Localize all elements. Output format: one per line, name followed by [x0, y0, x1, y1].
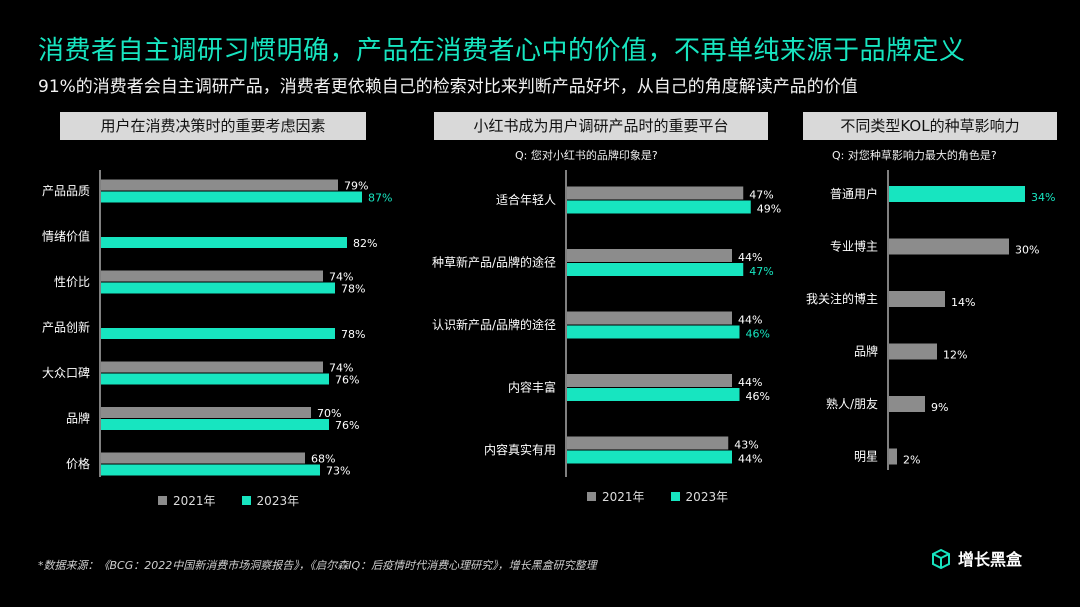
legend-swatch-2023	[241, 496, 251, 505]
chart1-bar	[101, 270, 323, 282]
chart1-category-label: 品牌	[66, 412, 90, 426]
chart2-value-label: 49%	[757, 203, 781, 216]
chart2-bar	[567, 450, 732, 464]
chart2-category-label: 内容真实有用	[484, 442, 556, 457]
legend-label-2021: 2021年	[602, 490, 645, 504]
chart1-bar	[101, 407, 311, 418]
chart2-bar	[567, 200, 751, 214]
legend-label-2023: 2023年	[685, 490, 729, 504]
chart1-bar	[101, 237, 347, 248]
panel-3-question: Q: 对您种草影响力最大的角色是?	[832, 149, 997, 162]
chart3-bar	[889, 238, 1009, 255]
chart2-value-label: 46%	[746, 328, 770, 341]
chart1-value-label: 74%	[329, 271, 353, 284]
chart1-value-label: 82%	[353, 237, 377, 250]
chart1-value-label: 87%	[368, 192, 392, 205]
chart2-value-label: 44%	[738, 314, 762, 327]
chart3-value-label: 30%	[1015, 244, 1039, 257]
chart1-category-label: 产品品质	[42, 184, 90, 198]
chart1-bar	[101, 361, 323, 373]
chart3-value-label: 9%	[931, 401, 948, 414]
chart2-bar	[567, 388, 740, 401]
chart1-bar	[101, 373, 329, 385]
chart2-category-label: 种草新产品/品牌的途径	[432, 255, 556, 270]
chart2-category-label: 认识新产品/品牌的途径	[432, 317, 556, 332]
chart1-legend: 2021年 2023年	[158, 492, 299, 509]
chart2-bar	[567, 249, 732, 262]
legend-swatch-2021	[587, 492, 596, 501]
chart3-bar	[889, 186, 1025, 202]
chart2-bar	[567, 436, 729, 450]
chart1-category-label: 情绪价值	[42, 229, 90, 244]
chart2-category-label: 内容丰富	[508, 380, 556, 395]
chart2-bar	[567, 325, 740, 339]
chart2-bar	[567, 311, 732, 325]
chart2-value-label: 46%	[746, 390, 770, 403]
legend-label-2021: 2021年	[173, 494, 216, 508]
source-footnote: *数据来源：《BCG：2022中国新消费市场洞察报告》，《启尔森IQ：后疫情时代…	[38, 559, 597, 572]
chart1-value-label: 70%	[317, 407, 341, 420]
chart3-bar	[889, 343, 937, 360]
chart1-bar	[101, 282, 335, 294]
legend-label-2023: 2023年	[256, 494, 300, 508]
chart3-bar	[889, 448, 897, 465]
chart1-value-label: 79%	[344, 180, 368, 193]
chart3-category-label: 品牌	[854, 345, 878, 359]
chart3-bar	[889, 396, 925, 412]
chart1-value-label: 74%	[329, 362, 353, 375]
chart1-bar	[101, 328, 335, 339]
chart1-value-label: 78%	[341, 283, 365, 296]
chart2-value-label: 47%	[749, 189, 773, 202]
chart3-category-label: 专业博主	[830, 239, 878, 254]
panel-2-header: 小红书成为用户调研产品时的重要平台	[434, 112, 768, 140]
chart3-value-label: 2%	[903, 454, 920, 467]
chart1-bar	[101, 419, 329, 430]
chart2-value-label: 47%	[749, 265, 773, 278]
chart1-value-label: 76%	[335, 419, 359, 432]
page-subtitle: 91%的消费者会自主调研产品，消费者更依赖自己的检索对比来判断产品好坏，从自己的…	[38, 77, 858, 97]
chart1-value-label: 73%	[326, 465, 350, 478]
panel-1-header: 用户在消费决策时的重要考虑因素	[60, 112, 366, 140]
legend-swatch-2023	[670, 492, 680, 501]
chart3-category-label: 熟人/朋友	[826, 396, 878, 411]
chart2-value-label: 44%	[738, 376, 762, 389]
chart3-bar	[889, 291, 945, 307]
chart3-value-label: 34%	[1031, 191, 1055, 204]
chart3-category-label: 普通用户	[830, 186, 878, 201]
chart1-bar	[101, 464, 320, 476]
chart1-category-label: 性价比	[54, 275, 90, 289]
brand-logo-icon	[932, 548, 950, 570]
chart3-category-label: 明星	[854, 450, 878, 464]
chart1-bar	[101, 179, 338, 191]
chart1-category-label: 大众口碑	[42, 365, 90, 380]
chart1-value-label: 68%	[311, 453, 335, 466]
chart3-value-label: 12%	[943, 349, 967, 362]
page-title: 消费者自主调研习惯明确，产品在消费者心中的价值，不再单纯来源于品牌定义	[38, 36, 966, 66]
chart1-category-label: 价格	[66, 456, 90, 471]
chart2-bar	[567, 263, 744, 276]
chart1-category-label: 产品创新	[42, 320, 90, 335]
chart1-bar	[101, 452, 305, 464]
panel-2-question: Q: 您对小红书的品牌印象是?	[515, 149, 658, 162]
chart2-value-label: 44%	[738, 453, 762, 466]
chart2-legend: 2021年 2023年	[587, 488, 728, 505]
panel-3-header: 不同类型KOL的种草影响力	[803, 112, 1057, 140]
brand-name: 增长黑盒	[958, 550, 1023, 569]
chart2-value-label: 44%	[738, 251, 762, 264]
chart1-bar	[101, 191, 362, 203]
chart2-bar	[567, 186, 744, 200]
chart2-bar	[567, 374, 732, 387]
chart2-value-label: 43%	[734, 439, 758, 452]
chart1-value-label: 78%	[341, 328, 365, 341]
legend-swatch-2021	[158, 496, 167, 505]
chart2-category-label: 适合年轻人	[496, 192, 556, 207]
chart1-value-label: 76%	[335, 374, 359, 387]
chart3-value-label: 14%	[951, 296, 975, 309]
chart3-category-label: 我关注的博主	[806, 291, 878, 306]
